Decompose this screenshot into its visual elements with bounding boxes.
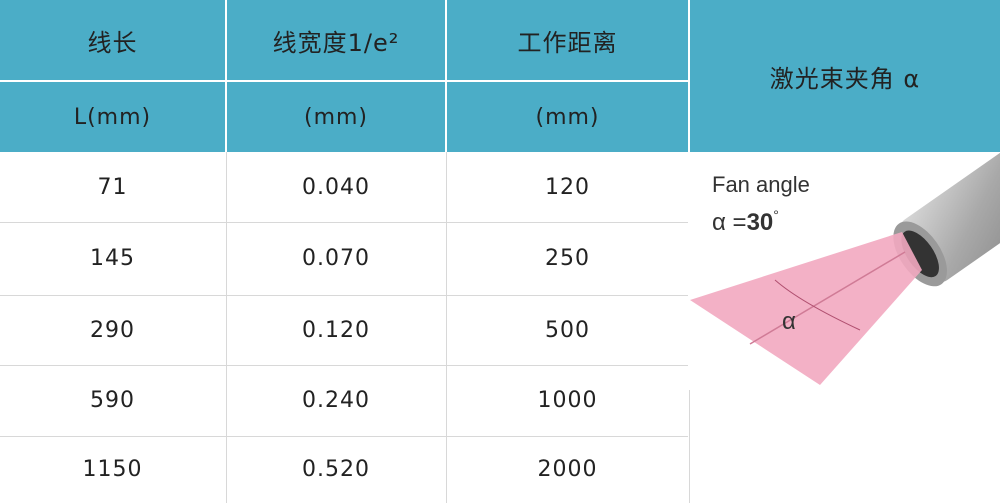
header-cell: 线长 [0,0,225,80]
header-cell: 工作距离 [447,0,688,80]
table-cell: 290 [90,317,135,343]
header-cell: 激光束夹角 α [690,0,1000,152]
laser-lens [901,230,939,278]
alpha-label: α [782,308,796,335]
table-cell: 2000 [537,457,598,482]
col-divider [446,152,447,503]
caption: Fan angle [712,172,810,197]
table-cell: 1000 [537,388,598,413]
angle-value: 30 [747,209,774,236]
fan-centerline [749,251,906,345]
header-cell: (mm) [447,82,688,152]
row-divider [0,222,688,223]
fan-angle-figure: Fan angle α =30° α [690,152,1000,385]
table-cell: 0.040 [302,174,370,200]
angle-prefix: α = [712,209,747,236]
table-cell: 145 [90,246,135,271]
table-cell: 500 [545,317,590,343]
table-cell: 590 [90,388,135,413]
table-cell: 0.120 [302,317,370,343]
header-cell: 线宽度1/e² [227,0,445,80]
table-cell: 71 [97,174,128,200]
angle-unit: ° [773,207,779,223]
laser-fan [690,232,922,385]
table-cell: 0.070 [302,246,370,271]
table-cell: 1150 [82,457,143,482]
header-cell: L(mm) [0,82,225,152]
row-divider [0,365,688,366]
row-divider [0,295,688,296]
angle-arc [774,279,861,331]
table-cell: 120 [545,174,590,200]
table-cell: 0.520 [302,457,370,482]
col-divider [689,390,690,503]
row-divider [0,436,688,437]
header-cell: (mm) [227,82,445,152]
col-divider [226,152,227,503]
table-cell: 250 [545,246,590,271]
angle-label: α =30° [712,207,779,236]
table-cell: 0.240 [302,388,370,413]
